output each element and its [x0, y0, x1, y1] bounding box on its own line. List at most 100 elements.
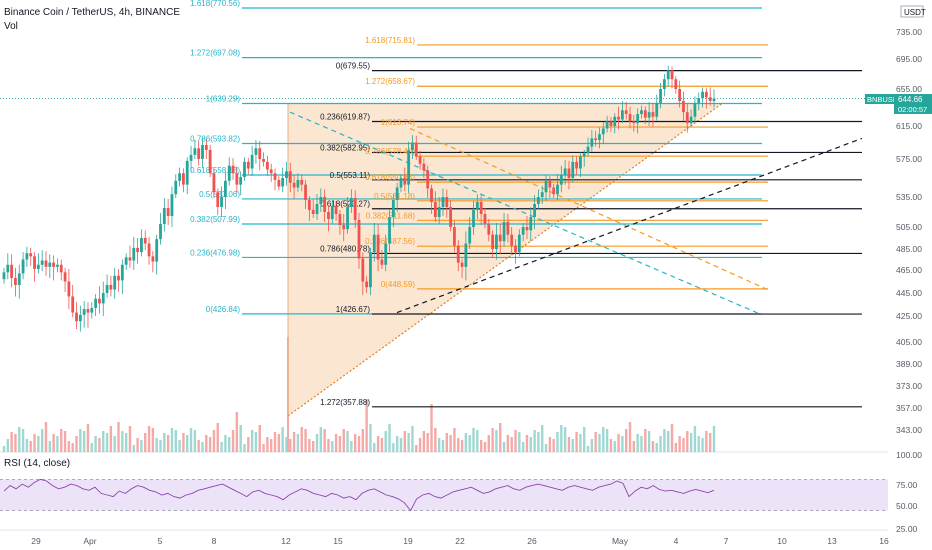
candle-body — [231, 165, 235, 174]
volume-bar — [37, 436, 40, 452]
candle-body — [277, 179, 281, 187]
volume-bar — [216, 423, 219, 452]
triangle-fill — [288, 103, 722, 416]
candle-body — [594, 138, 598, 141]
candle-body — [636, 113, 640, 124]
price-tag-value-bg — [894, 94, 932, 114]
price-tick: 445.00 — [896, 288, 922, 298]
volume-bar — [10, 432, 13, 452]
volume-bar — [483, 442, 487, 452]
volume-bar — [651, 441, 655, 452]
candle-body — [223, 180, 227, 197]
candle-body — [36, 264, 40, 269]
volume-bar — [686, 431, 689, 452]
candle-body — [201, 144, 204, 159]
time-tick: 12 — [281, 536, 291, 546]
volume-bar — [334, 434, 338, 452]
candle-body — [651, 112, 655, 117]
candle-body — [533, 204, 536, 217]
candle-body — [552, 187, 556, 195]
trend-lines[interactable] — [289, 111, 863, 316]
volume-bar — [342, 429, 345, 452]
volume-bar — [590, 439, 594, 452]
volume-bar — [472, 428, 475, 452]
candle-body — [510, 234, 514, 246]
candle-body — [525, 227, 529, 231]
volume-bar — [525, 435, 529, 452]
volume-bar — [189, 428, 193, 452]
price-tag: BNBUSDT 644.66 02:00:57 — [865, 94, 932, 114]
time-axis[interactable]: 29 Apr 5 8 12 15 19 22 26 May 4 7 10 13 16 — [31, 536, 889, 546]
volume-bar — [48, 441, 52, 452]
candle-body — [495, 234, 498, 249]
candle-body — [147, 243, 151, 257]
candle-body — [430, 188, 433, 202]
volume-bar — [449, 435, 452, 452]
candle-body — [514, 245, 517, 253]
volume-bar — [18, 427, 21, 452]
volume-bar — [445, 433, 448, 452]
volume-bar — [67, 441, 71, 452]
time-tick: 29 — [31, 536, 41, 546]
time-tick: Apr — [83, 536, 96, 546]
volume-bar — [277, 434, 281, 452]
price-tick: 465.00 — [896, 265, 922, 275]
price-tick: 357.00 — [896, 403, 922, 413]
volume-bar — [487, 435, 490, 452]
candle-body — [262, 159, 265, 162]
volume-bar — [632, 441, 636, 452]
time-tick: 13 — [827, 536, 837, 546]
candle-body — [254, 148, 258, 155]
fib-label: 0.618(558.13) — [190, 166, 240, 175]
candle-body — [712, 98, 716, 102]
time-tick: 8 — [212, 536, 217, 546]
volume-bar — [327, 439, 330, 452]
price-axis[interactable]: 735.00 695.00 655.00 615.00 575.00 535.00 505.… — [896, 27, 922, 534]
candle-body — [693, 102, 697, 117]
volume-bar — [52, 434, 55, 452]
fibonacci-levels[interactable]: 1.618(770.56) 1.272(697.08) 1(639.29) 0.786… — [190, 0, 862, 408]
candle-body — [659, 89, 662, 103]
rsi-label: RSI (14, close) — [4, 458, 71, 469]
candle-body — [601, 128, 605, 135]
candle-body — [182, 173, 185, 185]
volume-bar — [311, 441, 315, 452]
candle-body — [71, 296, 75, 313]
volume-bar — [541, 425, 544, 452]
currency-box[interactable]: USDT — [900, 5, 926, 18]
volume-bar — [144, 433, 147, 452]
fib-label: 0.5(553.11) — [330, 171, 371, 180]
candle-body — [411, 142, 414, 150]
volume-bar — [258, 425, 261, 452]
volume-bar — [403, 431, 407, 452]
candle-body — [59, 264, 63, 273]
volume-bar — [243, 444, 246, 452]
candle-body — [216, 192, 220, 207]
fib-label: 0(448.59) — [381, 280, 416, 289]
volume-bar — [426, 433, 429, 452]
candle-body — [556, 184, 559, 195]
volume-bar — [708, 433, 712, 452]
price-tick: 343.00 — [896, 425, 922, 435]
candle-body — [662, 79, 666, 89]
price-tick: 389.00 — [896, 359, 922, 369]
volume-bar — [40, 429, 44, 452]
candle-body — [472, 210, 475, 227]
volume-bar — [594, 432, 597, 452]
candle-body — [33, 256, 36, 269]
volume-bar — [575, 432, 578, 452]
candle-body — [563, 168, 567, 176]
rsi-tick: 50.00 — [896, 501, 918, 511]
candle-body — [323, 197, 327, 212]
candle-body — [311, 210, 315, 214]
volume-bar — [521, 442, 525, 452]
volume-bar — [510, 437, 513, 452]
candle-body — [155, 239, 159, 262]
volume-bar — [357, 436, 361, 452]
volume-bar — [666, 431, 670, 452]
candle-body — [338, 214, 342, 225]
candle-body — [48, 262, 52, 267]
volume-bar — [697, 436, 700, 452]
volume-bar — [712, 426, 716, 452]
